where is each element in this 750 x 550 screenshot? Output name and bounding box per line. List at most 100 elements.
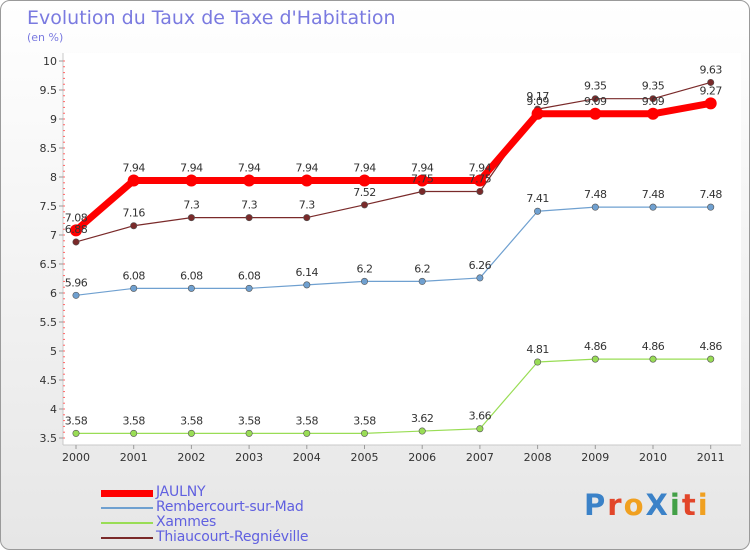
data-point bbox=[647, 107, 659, 120]
data-point bbox=[707, 203, 715, 211]
x-tick-label: 2001 bbox=[120, 451, 148, 464]
y-tick-label: 5 bbox=[50, 345, 57, 358]
data-label: 7.16 bbox=[122, 207, 145, 220]
data-point bbox=[704, 97, 717, 110]
data-label: 9.17 bbox=[526, 90, 549, 103]
data-point bbox=[303, 429, 311, 437]
logo-letter: t bbox=[681, 488, 698, 522]
x-tick-label: 2009 bbox=[581, 451, 609, 464]
logo-letter: X bbox=[645, 488, 670, 522]
data-point bbox=[130, 284, 138, 292]
plot-area bbox=[63, 53, 741, 445]
y-tick-label: 5.5 bbox=[40, 316, 58, 329]
data-point bbox=[473, 174, 486, 187]
x-tick-label: 2005 bbox=[351, 451, 379, 464]
data-label: 7.75 bbox=[411, 173, 434, 186]
data-point bbox=[649, 355, 657, 363]
data-point bbox=[360, 277, 368, 285]
data-label: 3.58 bbox=[296, 414, 319, 427]
data-label: 9.09 bbox=[584, 95, 607, 108]
data-label: 6.2 bbox=[414, 262, 430, 275]
y-tick-label: 3.5 bbox=[40, 432, 58, 445]
data-label: 3.58 bbox=[353, 414, 376, 427]
data-point bbox=[185, 174, 198, 187]
y-tick-label: 4.5 bbox=[40, 374, 58, 387]
data-point bbox=[360, 429, 368, 437]
data-point bbox=[130, 429, 138, 437]
data-point bbox=[245, 429, 253, 437]
legend-swatch bbox=[101, 507, 153, 509]
data-label: 6.08 bbox=[238, 269, 261, 282]
y-tick-label: 7 bbox=[50, 229, 57, 242]
data-point bbox=[360, 201, 368, 209]
data-point bbox=[72, 429, 80, 437]
data-label: 4.86 bbox=[699, 340, 722, 353]
data-label: 4.86 bbox=[584, 340, 607, 353]
series-line-Rembercourt-sur-Mad bbox=[75, 206, 711, 296]
data-point bbox=[589, 107, 602, 120]
data-label: 3.58 bbox=[65, 414, 88, 427]
data-label: 6.2 bbox=[357, 262, 373, 275]
data-label: 6.08 bbox=[122, 269, 145, 282]
data-point bbox=[72, 291, 80, 299]
y-tick-label: 10 bbox=[43, 55, 57, 68]
y-tick-label: 8 bbox=[50, 171, 57, 184]
x-tick-label: 2002 bbox=[177, 451, 205, 464]
data-point bbox=[591, 95, 599, 103]
data-point bbox=[418, 427, 426, 435]
data-label: 9.35 bbox=[642, 80, 665, 93]
data-label: 9.09 bbox=[526, 95, 549, 108]
data-label: 6.26 bbox=[469, 259, 492, 272]
data-label: 6.14 bbox=[296, 266, 319, 279]
data-label: 9.09 bbox=[642, 95, 665, 108]
data-label: 7.94 bbox=[469, 161, 492, 174]
x-tick-label: 2006 bbox=[408, 451, 436, 464]
data-label: 7.3 bbox=[299, 199, 315, 212]
x-tick-label: 2011 bbox=[697, 451, 725, 464]
data-label: 7.75 bbox=[469, 173, 492, 186]
data-label: 3.58 bbox=[180, 414, 203, 427]
data-label: 3.62 bbox=[411, 412, 434, 425]
series-line-JAULNY bbox=[73, 99, 712, 234]
data-label: 7.48 bbox=[699, 188, 722, 201]
data-point bbox=[245, 284, 253, 292]
data-point bbox=[127, 174, 140, 187]
data-label: 7.41 bbox=[526, 192, 549, 205]
data-point bbox=[534, 358, 542, 366]
data-point bbox=[476, 188, 484, 196]
data-label: 5.96 bbox=[65, 276, 88, 289]
data-point bbox=[70, 224, 82, 237]
data-point bbox=[649, 203, 657, 211]
data-label: 9.27 bbox=[699, 84, 722, 97]
data-label: 9.35 bbox=[584, 80, 607, 93]
x-tick-label: 2007 bbox=[466, 451, 494, 464]
data-point bbox=[591, 355, 599, 363]
data-point bbox=[243, 174, 256, 187]
x-tick-label: 2010 bbox=[639, 451, 667, 464]
series-line-Thiaucourt-Regniéville bbox=[75, 81, 711, 243]
data-label: 7.08 bbox=[65, 211, 88, 224]
data-point bbox=[476, 274, 484, 282]
y-tick-label: 9 bbox=[50, 113, 57, 126]
data-point bbox=[303, 281, 311, 289]
data-point bbox=[300, 174, 313, 187]
data-label: 7.94 bbox=[411, 161, 434, 174]
logo-letter: P bbox=[584, 488, 608, 522]
logo-letter: r bbox=[607, 488, 624, 522]
data-label: 6.88 bbox=[65, 223, 88, 236]
data-label: 6.08 bbox=[180, 269, 203, 282]
x-tick-label: 2000 bbox=[62, 451, 90, 464]
data-label: 3.66 bbox=[469, 410, 492, 423]
legend-label: Rembercourt-sur-Mad bbox=[156, 499, 304, 515]
data-label: 4.86 bbox=[642, 340, 665, 353]
legend-label: JAULNY bbox=[156, 484, 206, 500]
data-label: 7.3 bbox=[183, 199, 199, 212]
data-point bbox=[245, 214, 253, 222]
data-label: 4.81 bbox=[526, 343, 549, 356]
data-point bbox=[534, 207, 542, 215]
data-point bbox=[187, 214, 195, 222]
data-label: 7.94 bbox=[353, 161, 376, 174]
chart-subtitle: (en %) bbox=[27, 31, 64, 44]
